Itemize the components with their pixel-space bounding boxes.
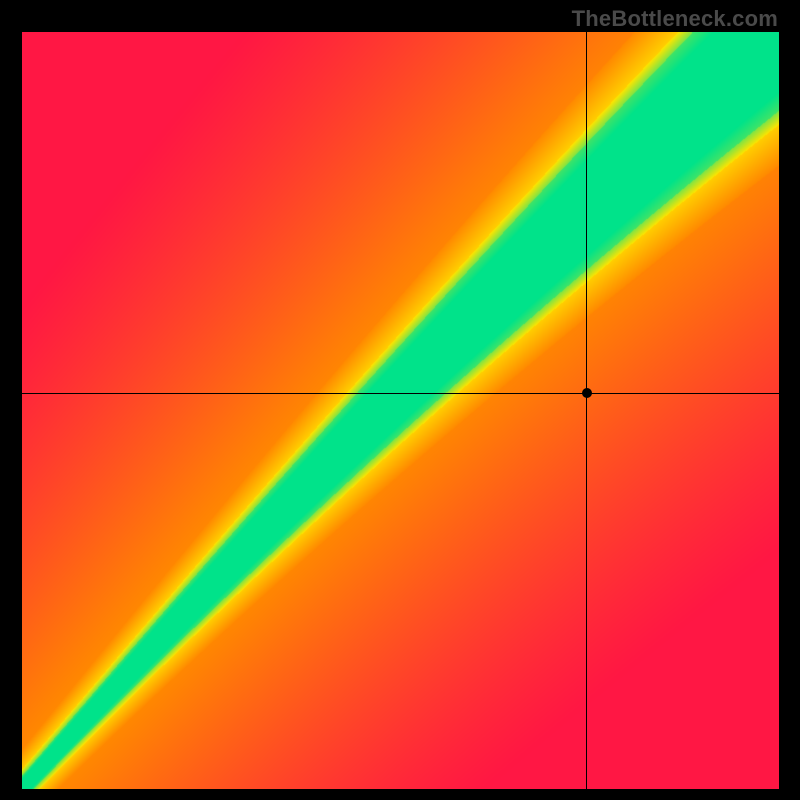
crosshair-vertical <box>586 32 587 789</box>
crosshair-horizontal <box>22 393 779 394</box>
chart-root: TheBottleneck.com <box>0 0 800 800</box>
heatmap-canvas <box>22 32 779 789</box>
watermark-text: TheBottleneck.com <box>572 6 778 32</box>
marker-dot <box>582 388 592 398</box>
